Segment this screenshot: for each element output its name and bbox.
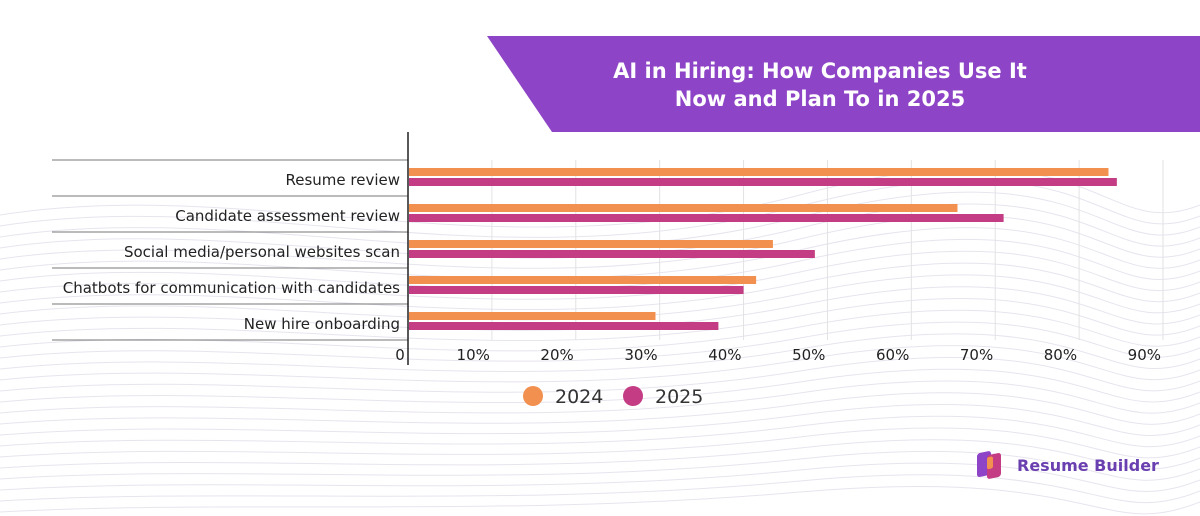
x-tick-label: 70%: [960, 346, 993, 364]
bar-2024: [409, 168, 1109, 176]
x-tick-label: 90%: [1128, 346, 1161, 364]
bar-2025: [409, 250, 815, 258]
background-wave-line: [0, 462, 1200, 492]
background-wave-line: [0, 297, 1200, 341]
legend-marker-2025: [623, 386, 643, 406]
title-banner: [487, 36, 1200, 132]
background-wave-line: [0, 274, 1200, 321]
category-label: Chatbots for communication with candidat…: [63, 279, 400, 297]
background-wave-line: [0, 427, 1200, 459]
x-tick-label: 60%: [876, 346, 909, 364]
x-tick-label: 0: [395, 346, 405, 364]
legend: 2024 2025: [523, 386, 703, 408]
category-label: New hire onboarding: [244, 315, 400, 333]
x-tick-label: 80%: [1044, 346, 1077, 364]
background-wave-line: [0, 262, 1200, 311]
category-label: Social media/personal websites scan: [124, 243, 400, 261]
background-wave-line: [0, 392, 1200, 425]
bar-2025: [409, 322, 719, 330]
background-wave-line: [0, 356, 1200, 393]
background-wave-line: [0, 203, 1200, 259]
category-label: Candidate assessment review: [175, 207, 400, 225]
brand-logo: Resume Builder: [975, 448, 1165, 484]
bar-2025: [409, 178, 1117, 186]
background-wave-line: [0, 415, 1200, 448]
brand-name: Resume Builder: [1017, 456, 1159, 475]
background-wave-line: [0, 380, 1200, 414]
resume-builder-logo-icon: [977, 451, 1001, 479]
x-tick-label: 20%: [540, 346, 573, 364]
bar-2024: [409, 312, 656, 320]
background-wave-line: [0, 345, 1200, 383]
background-waves: [0, 167, 1200, 515]
background-wave-line: [0, 368, 1200, 404]
x-tick-label: 50%: [792, 346, 825, 364]
background-wave-line: [0, 227, 1200, 280]
x-tick-label: 40%: [708, 346, 741, 364]
background-wave-line: [0, 215, 1200, 269]
category-label: Resume review: [285, 171, 400, 189]
background-wave-line: [0, 333, 1200, 373]
background-wave-line: [0, 404, 1200, 436]
background-wave-line: [0, 309, 1200, 352]
legend-marker-2024: [523, 386, 543, 406]
background-wave-line: [0, 321, 1200, 362]
bar-2024: [409, 240, 773, 248]
background-wave-line: [0, 286, 1200, 331]
bar-2024: [409, 276, 757, 284]
background-wave-line: [0, 239, 1200, 290]
background-wave-line: [0, 191, 1200, 249]
background-wave-line: [0, 450, 1200, 481]
x-tick-label: 30%: [624, 346, 657, 364]
x-tick-label: 10%: [457, 346, 490, 364]
background-wave-line: [0, 474, 1200, 504]
grid: [491, 160, 1164, 340]
background-wave-line: [0, 439, 1200, 470]
bar-2025: [409, 286, 744, 294]
legend-label-2024: 2024: [555, 386, 603, 408]
category-rows: Resume review Candidate assessment review…: [52, 132, 409, 365]
background-wave-line: [0, 486, 1200, 515]
bars: [409, 168, 1117, 330]
x-tick-labels: 0 10% 20% 30% 40% 50% 60% 70% 80% 90%: [395, 346, 1161, 364]
chart-title: AI in Hiring: How Companies Use It Now a…: [613, 59, 1027, 111]
legend-label-2025: 2025: [655, 386, 703, 408]
bar-2024: [409, 204, 958, 212]
bar-2025: [409, 214, 1004, 222]
